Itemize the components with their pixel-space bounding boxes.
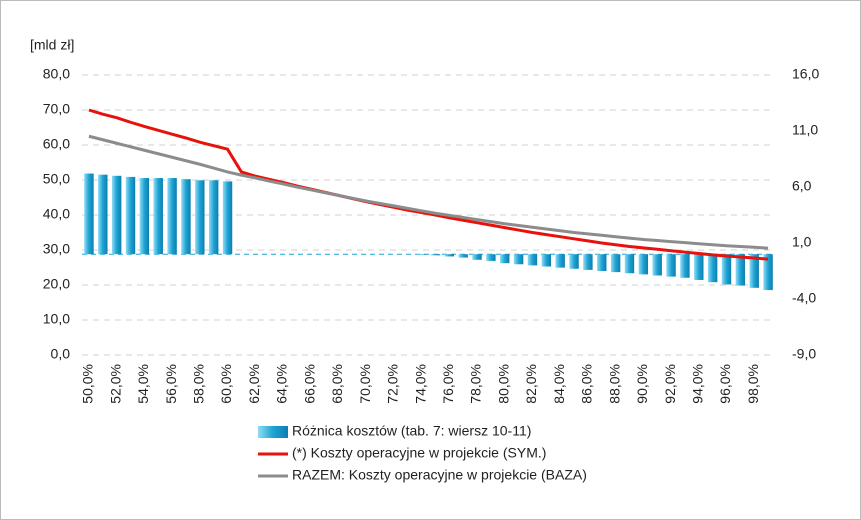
legend-label: Różnica kosztów (tab. 7: wiersz 10-11) <box>292 423 531 439</box>
bar <box>583 254 593 270</box>
y-tick-label: 50,0 <box>43 171 70 187</box>
x-tick-label: 52,0% <box>107 364 123 404</box>
x-tick-label: 86,0% <box>579 364 595 404</box>
bar <box>195 180 205 255</box>
bar <box>555 254 565 268</box>
x-tick-label: 80,0% <box>495 364 511 404</box>
y-tick-label: 30,0 <box>43 241 70 257</box>
x-tick-label: 60,0% <box>218 364 234 404</box>
y-tick-label: 40,0 <box>43 206 70 222</box>
bar <box>444 254 455 257</box>
bar <box>680 254 690 278</box>
bar <box>597 254 607 271</box>
bar <box>125 176 136 255</box>
legend-label: (*) Koszty operacyjne w projekcie (SYM.) <box>292 445 546 461</box>
y2-tick-label: 1,0 <box>792 234 812 250</box>
y2-tick-label: 16,0 <box>792 66 819 82</box>
line <box>88 108 769 261</box>
y-tick-label: 0,0 <box>51 346 71 362</box>
legend-swatch <box>258 426 288 438</box>
bar <box>638 254 649 275</box>
bar <box>694 254 704 280</box>
bar <box>707 254 718 283</box>
bar <box>430 254 441 256</box>
x-tick-label: 78,0% <box>468 364 484 404</box>
bar <box>472 254 482 260</box>
bar <box>749 254 759 288</box>
x-tick-label: 94,0% <box>689 364 705 404</box>
y2-tick-label: -4,0 <box>792 290 816 306</box>
x-tick-label: 62,0% <box>246 364 262 404</box>
x-tick-label: 64,0% <box>274 364 290 404</box>
bar <box>541 254 552 267</box>
bar <box>222 181 233 255</box>
bar <box>527 254 538 266</box>
bar <box>139 178 150 255</box>
bar <box>181 179 191 255</box>
x-tick-label: 74,0% <box>412 364 428 404</box>
x-tick-label: 88,0% <box>606 364 622 404</box>
bar <box>652 254 662 276</box>
x-tick-label: 98,0% <box>745 364 761 404</box>
y-axis-label: [mld zł] <box>30 37 74 53</box>
bar <box>735 254 746 286</box>
x-tick-label: 92,0% <box>662 364 678 404</box>
y2-tick-label: -9,0 <box>792 346 816 362</box>
bar <box>763 254 773 291</box>
x-tick-label: 76,0% <box>440 364 456 404</box>
x-tick-label: 72,0% <box>385 364 401 404</box>
bar <box>666 254 676 277</box>
y-tick-label: 80,0 <box>43 66 70 82</box>
x-tick-label: 82,0% <box>523 364 539 404</box>
legend-label: RAZEM: Koszty operacyjne w projekcie (BA… <box>292 467 587 483</box>
bar <box>500 254 510 264</box>
y2-tick-label: 6,0 <box>792 178 812 194</box>
bar <box>513 254 524 265</box>
bar <box>167 178 177 255</box>
x-tick-label: 90,0% <box>634 364 650 404</box>
bar <box>486 254 496 261</box>
x-tick-label: 70,0% <box>357 364 373 404</box>
bar <box>458 254 468 258</box>
x-tick-label: 68,0% <box>329 364 345 404</box>
bar <box>153 178 163 255</box>
x-tick-label: 54,0% <box>135 364 151 404</box>
x-tick-label: 50,0% <box>80 364 96 404</box>
x-tick-label: 96,0% <box>717 364 733 404</box>
x-tick-label: 56,0% <box>163 364 179 404</box>
y-tick-label: 20,0 <box>43 276 70 292</box>
bar <box>610 254 621 273</box>
bar <box>208 180 219 255</box>
bar <box>111 175 122 255</box>
bar <box>416 254 427 255</box>
y-tick-label: 10,0 <box>43 311 70 327</box>
bar <box>721 254 732 285</box>
bar <box>569 254 579 269</box>
bar <box>84 173 94 255</box>
x-tick-label: 66,0% <box>301 364 317 404</box>
y-tick-label: 60,0 <box>43 136 70 152</box>
y-tick-label: 70,0 <box>43 101 70 117</box>
bar <box>624 254 635 274</box>
x-tick-label: 58,0% <box>191 364 207 404</box>
x-tick-label: 84,0% <box>551 364 567 404</box>
y2-tick-label: 11,0 <box>792 122 818 138</box>
line <box>88 134 769 250</box>
bar <box>98 174 108 255</box>
